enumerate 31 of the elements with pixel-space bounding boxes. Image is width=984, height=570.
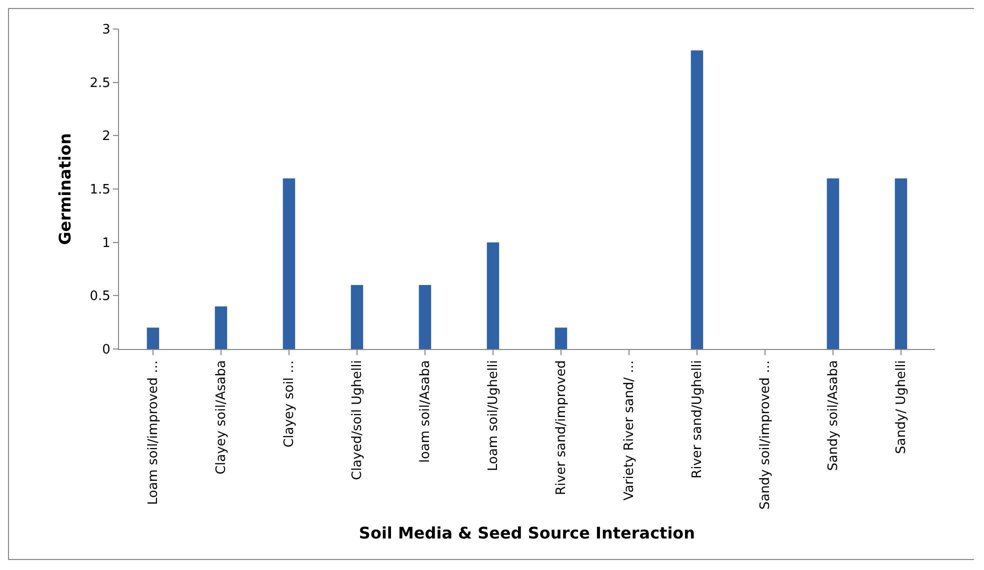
bar [214, 306, 228, 349]
x-tick-label: Sandy soil/Asaba [826, 360, 842, 471]
y-axis-title: Germination [56, 133, 75, 245]
bar [146, 328, 160, 349]
x-tick-label: Sandy soil/improved … [758, 360, 774, 510]
x-tick-label: Clayed/soil Ughelli [350, 360, 366, 480]
x-tick-label: Variety River sand/ … [622, 360, 638, 500]
bar [486, 242, 500, 349]
y-tick-label: 0.5 [90, 289, 110, 304]
y-tick-label: 1.5 [90, 182, 110, 198]
x-tick-label: Clayey soil/Asaba [214, 360, 230, 475]
bar [894, 178, 908, 349]
bar [826, 178, 840, 349]
bar [554, 328, 568, 349]
x-tick-label: Loam soil/Ughelli [486, 360, 502, 472]
x-tick-label: Sandy/ Ughelli [894, 360, 910, 454]
x-tick-label: River sand/improved [554, 360, 570, 496]
bar [282, 178, 296, 349]
bar [350, 285, 364, 349]
x-tick-label: Loam soil/improved … [146, 360, 162, 505]
x-tick-label: Clayey soil … [282, 360, 298, 448]
y-tick-label: 1 [102, 236, 110, 251]
x-axis-title: Soil Media & Seed Source Interaction [358, 523, 696, 542]
y-tick-label: 2.5 [90, 76, 110, 91]
x-tick-label: loam soil/Asaba [418, 360, 434, 463]
x-tick-label: River sand/Ughelli [690, 360, 706, 478]
bar [690, 50, 704, 349]
y-tick-label: 2 [102, 129, 110, 144]
y-tick-label: 3 [102, 22, 110, 38]
bar [418, 285, 432, 349]
y-tick-label: 0 [102, 342, 110, 358]
